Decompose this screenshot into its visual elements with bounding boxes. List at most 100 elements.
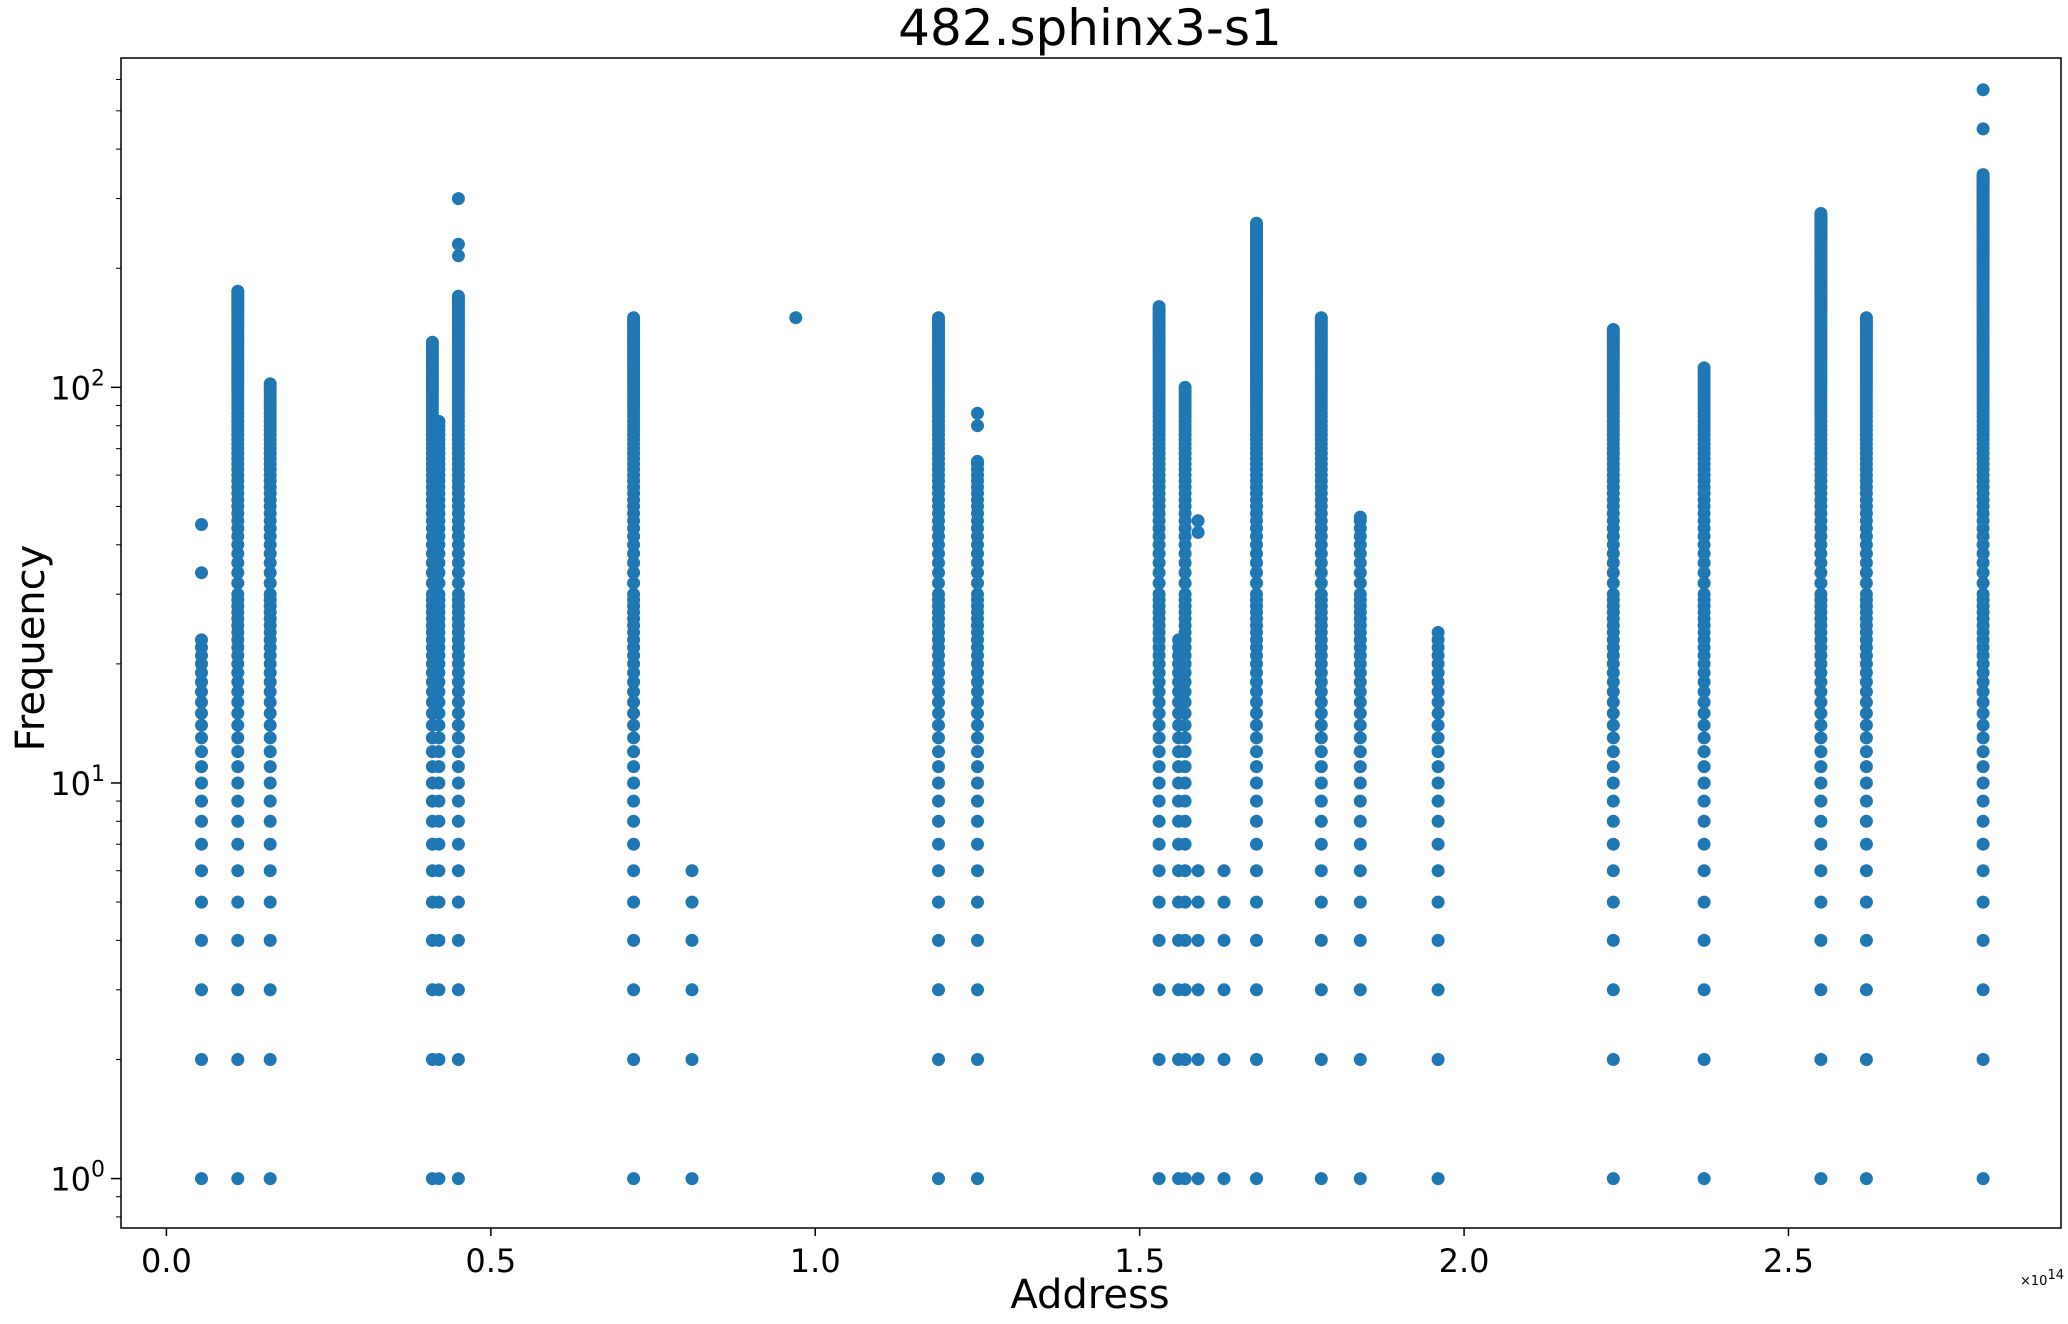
data-point bbox=[231, 556, 245, 570]
data-point bbox=[451, 566, 465, 580]
data-point bbox=[1152, 837, 1166, 851]
data-point bbox=[685, 895, 699, 909]
data-point bbox=[1178, 731, 1192, 745]
data-point bbox=[627, 576, 641, 590]
y-axis-ticks: 100 101 102 bbox=[50, 79, 121, 1218]
data-point bbox=[1431, 933, 1445, 947]
data-point bbox=[627, 895, 641, 909]
data-point bbox=[1431, 1053, 1445, 1066]
data-point bbox=[1976, 1053, 1990, 1066]
data-point bbox=[263, 983, 277, 997]
data-point bbox=[1178, 895, 1192, 909]
data-point bbox=[1250, 587, 1263, 601]
data-point bbox=[1152, 1172, 1166, 1186]
data-point bbox=[1250, 933, 1263, 947]
data-point bbox=[231, 731, 245, 745]
data-point bbox=[231, 685, 245, 699]
data-point bbox=[971, 837, 984, 851]
data-point bbox=[1606, 983, 1620, 997]
data-point bbox=[627, 311, 641, 325]
data-point bbox=[432, 566, 446, 580]
data-point bbox=[932, 576, 945, 590]
data-point bbox=[971, 406, 984, 420]
x-axis-label: Address bbox=[1010, 1272, 1169, 1318]
data-point bbox=[1191, 895, 1205, 909]
data-point bbox=[263, 776, 277, 790]
data-point bbox=[1431, 706, 1445, 720]
data-point bbox=[932, 718, 945, 732]
data-point bbox=[1859, 718, 1873, 732]
data-point bbox=[451, 1053, 465, 1066]
data-point bbox=[432, 1172, 446, 1186]
data-point bbox=[432, 718, 446, 732]
data-point bbox=[1859, 1053, 1873, 1066]
data-point bbox=[432, 695, 446, 709]
data-point bbox=[1859, 675, 1873, 689]
data-point bbox=[231, 760, 245, 774]
data-point bbox=[432, 837, 446, 851]
data-point bbox=[1191, 514, 1205, 528]
data-point bbox=[1859, 1172, 1873, 1186]
data-point bbox=[1814, 745, 1828, 759]
data-point bbox=[1314, 760, 1328, 774]
data-point bbox=[1178, 706, 1192, 720]
data-point bbox=[451, 706, 465, 720]
data-point bbox=[1859, 556, 1873, 570]
data-point bbox=[1697, 983, 1711, 997]
data-point bbox=[971, 675, 984, 689]
data-point bbox=[231, 706, 245, 720]
data-point bbox=[1178, 864, 1192, 878]
data-point bbox=[231, 983, 245, 997]
data-point bbox=[932, 731, 945, 745]
data-point bbox=[971, 776, 984, 790]
data-point bbox=[1859, 695, 1873, 709]
data-point bbox=[195, 1053, 208, 1066]
data-point bbox=[1859, 760, 1873, 774]
data-point bbox=[1976, 675, 1990, 689]
data-point bbox=[231, 576, 245, 590]
data-point bbox=[231, 695, 245, 709]
data-point bbox=[1217, 933, 1231, 947]
data-point bbox=[195, 675, 208, 689]
data-point bbox=[1314, 895, 1328, 909]
data-point bbox=[1976, 933, 1990, 947]
data-point bbox=[1178, 576, 1192, 590]
data-point bbox=[1814, 685, 1828, 699]
data-point bbox=[1178, 685, 1192, 699]
data-point bbox=[685, 864, 699, 878]
data-point bbox=[1353, 1172, 1367, 1186]
data-point bbox=[1606, 895, 1620, 909]
data-point bbox=[451, 745, 465, 759]
data-point bbox=[451, 192, 465, 206]
data-point bbox=[1606, 745, 1620, 759]
data-point bbox=[1250, 566, 1263, 580]
data-point bbox=[263, 933, 277, 947]
data-point bbox=[432, 794, 446, 808]
data-point bbox=[1814, 837, 1828, 851]
data-point bbox=[231, 566, 245, 580]
data-point bbox=[1814, 695, 1828, 709]
data-point bbox=[1431, 718, 1445, 732]
data-point bbox=[1431, 760, 1445, 774]
data-point bbox=[1606, 566, 1620, 580]
data-point bbox=[451, 556, 465, 570]
data-point bbox=[1250, 1053, 1263, 1066]
data-point bbox=[432, 760, 446, 774]
data-point bbox=[1859, 895, 1873, 909]
data-point bbox=[789, 311, 803, 325]
data-point bbox=[1697, 587, 1711, 601]
data-point bbox=[1178, 1053, 1192, 1066]
data-point bbox=[231, 933, 245, 947]
data-point bbox=[1976, 566, 1990, 580]
data-point bbox=[932, 837, 945, 851]
data-point bbox=[263, 706, 277, 720]
data-point bbox=[1152, 895, 1166, 909]
data-point bbox=[1431, 837, 1445, 851]
data-point bbox=[1814, 895, 1828, 909]
data-point bbox=[627, 814, 641, 828]
data-point bbox=[263, 377, 277, 391]
data-point bbox=[1976, 576, 1990, 590]
data-point bbox=[932, 814, 945, 828]
data-point bbox=[1152, 731, 1166, 745]
data-point bbox=[1431, 814, 1445, 828]
